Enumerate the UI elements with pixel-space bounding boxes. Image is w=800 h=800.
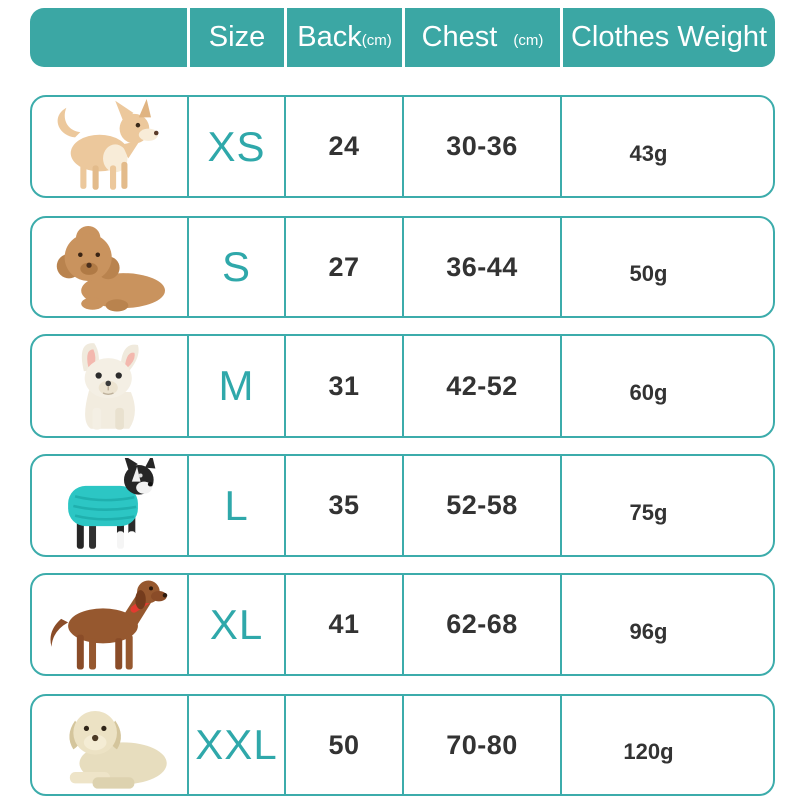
header-chest-unit: (cm): [513, 32, 544, 49]
chest-value: 36-44: [446, 251, 518, 282]
weight-value: 75g: [629, 499, 668, 525]
header-size: Size: [187, 8, 284, 67]
header-back-unit: (cm): [361, 32, 392, 49]
table-row-l: L 35 52-58 75g: [30, 454, 775, 557]
header-chest-label: Chest: [421, 21, 498, 53]
table-header-row: Size Back (cm) Chest (cm) Clothes Weight: [30, 8, 775, 67]
header-back-label: Back: [297, 21, 362, 53]
dog-photo-hound: [32, 575, 187, 674]
chest-value: 70-80: [446, 729, 518, 760]
hound-red-collar-illustration: [49, 579, 167, 670]
dog-photo-boston-terrier: [32, 456, 187, 555]
boston-terrier-vest-illustration: [67, 457, 155, 549]
table-row-xxl: XXL 50 70-80 120g: [30, 694, 775, 796]
size-value: S: [221, 243, 251, 290]
chihuahua-illustration: [57, 98, 159, 190]
chest-value: 52-58: [446, 490, 518, 520]
chest-value: 42-52: [446, 370, 518, 401]
size-value: XXL: [195, 721, 278, 768]
back-value: 31: [328, 370, 360, 401]
dog-photo-poodle: [32, 218, 187, 316]
weight-value: 43g: [629, 140, 668, 166]
size-value: M: [218, 362, 255, 409]
poodle-illustration: [56, 225, 165, 312]
header-image-column: [30, 8, 187, 67]
table-row-s: S 27 36-44 50g: [30, 216, 775, 318]
back-value: 35: [328, 490, 360, 520]
table-row-xl: XL 41 62-68 96g: [30, 573, 775, 676]
table-row-m: M 31 42-52 60g: [30, 334, 775, 438]
size-value: XL: [209, 600, 264, 648]
weight-value: 60g: [629, 380, 668, 405]
size-value: XS: [207, 122, 266, 170]
labrador-illustration: [68, 710, 167, 789]
back-value: 24: [328, 131, 360, 161]
dog-photo-french-bulldog: [32, 336, 187, 436]
chest-value: 30-36: [446, 131, 518, 161]
header-size-label: Size: [208, 21, 266, 53]
dog-photo-labrador: [32, 696, 187, 794]
back-value: 27: [328, 251, 360, 282]
header-clothes-weight: Clothes Weight: [560, 8, 775, 67]
header-back: Back (cm): [284, 8, 402, 67]
weight-value: 96g: [629, 618, 668, 644]
header-weight-label: Clothes Weight: [570, 21, 768, 53]
header-chest: Chest (cm): [402, 8, 560, 67]
weight-value: 50g: [629, 261, 668, 286]
back-value: 41: [328, 609, 360, 639]
weight-value: 120g: [623, 739, 674, 764]
table-row-xs: XS 24 30-36 43g: [30, 95, 775, 198]
size-value: L: [224, 481, 249, 529]
back-value: 50: [328, 729, 360, 760]
dog-photo-chihuahua: [32, 97, 187, 196]
french-bulldog-illustration: [81, 343, 139, 430]
chest-value: 62-68: [446, 609, 518, 639]
